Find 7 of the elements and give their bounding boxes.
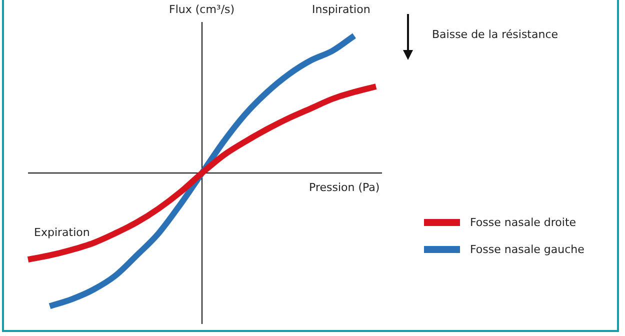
- text: Inspiration: [312, 3, 370, 16]
- text: Baisse de la résistance: [432, 28, 558, 41]
- x-axis-title: Pression (Pa): [309, 181, 380, 194]
- legend-label: Fosse nasale gauche: [470, 243, 584, 256]
- y-axis-title: Flux (cm³/s): [169, 3, 235, 16]
- annotation: Expiration: [34, 226, 90, 239]
- legend-label: Fosse nasale droite: [470, 216, 576, 229]
